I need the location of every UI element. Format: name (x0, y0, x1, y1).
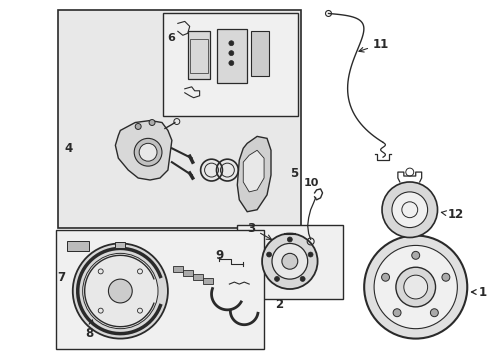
Bar (187, 31, 209, 79)
Circle shape (139, 143, 157, 161)
Circle shape (391, 192, 427, 228)
Circle shape (262, 234, 317, 289)
Circle shape (441, 273, 449, 281)
Text: 10: 10 (304, 178, 319, 188)
Circle shape (287, 237, 292, 242)
Circle shape (82, 253, 158, 329)
Text: 4: 4 (64, 142, 73, 155)
Circle shape (307, 252, 312, 257)
Circle shape (411, 251, 419, 259)
Text: 7: 7 (57, 271, 65, 284)
Polygon shape (243, 150, 264, 192)
Circle shape (281, 253, 297, 269)
Bar (115, 242, 125, 248)
Circle shape (381, 273, 389, 281)
Bar (163, 13, 297, 116)
Bar (173, 266, 183, 272)
Bar (217, 29, 247, 83)
Bar (251, 31, 268, 76)
Bar (56, 230, 264, 348)
Circle shape (228, 60, 233, 66)
Circle shape (271, 243, 307, 279)
Text: 9: 9 (215, 249, 223, 262)
Circle shape (228, 41, 233, 46)
Circle shape (403, 275, 427, 299)
Circle shape (134, 138, 162, 166)
Circle shape (266, 252, 271, 257)
Circle shape (429, 309, 437, 317)
Circle shape (108, 279, 132, 303)
Text: 11: 11 (358, 37, 388, 52)
Bar (202, 278, 212, 284)
Polygon shape (115, 121, 171, 180)
Circle shape (392, 309, 400, 317)
Text: 3: 3 (247, 221, 271, 239)
Bar (192, 274, 202, 280)
Text: 12: 12 (441, 208, 463, 221)
Circle shape (373, 246, 456, 329)
Circle shape (73, 243, 167, 339)
Circle shape (135, 123, 141, 130)
Text: 2: 2 (274, 298, 283, 311)
Bar (58, 9, 300, 228)
Circle shape (300, 276, 305, 282)
Circle shape (274, 276, 279, 282)
Text: 5: 5 (289, 167, 297, 180)
Bar (67, 242, 88, 251)
Circle shape (364, 235, 467, 339)
Polygon shape (237, 136, 270, 212)
Circle shape (228, 51, 233, 55)
Circle shape (395, 267, 435, 307)
Text: 8: 8 (85, 320, 94, 339)
Circle shape (149, 120, 155, 126)
Bar (189, 39, 207, 73)
Circle shape (381, 182, 437, 238)
Text: 1: 1 (470, 285, 486, 298)
Text: 6: 6 (166, 33, 175, 43)
Bar (237, 225, 343, 299)
Bar (183, 270, 192, 276)
